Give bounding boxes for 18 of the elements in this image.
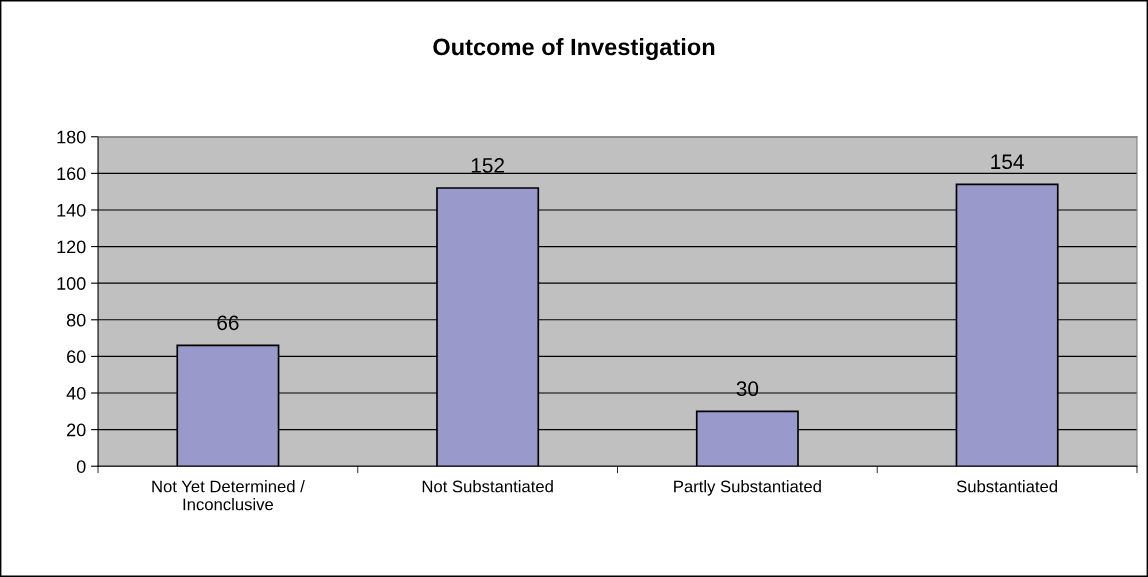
y-tick-label: 100 [57, 277, 86, 290]
data-label: 152 [471, 158, 504, 173]
y-tick-label: 180 [57, 130, 86, 144]
x-tick-label: Substantiated [956, 480, 1058, 493]
x-tick-label: Partly Substantiated [674, 480, 821, 496]
x-tick-label: Not Substantiated [422, 480, 553, 493]
y-tick-label: 0 [76, 460, 86, 473]
y-tick-label: 80 [66, 313, 86, 327]
y-tick-label: 160 [57, 167, 86, 181]
data-label: 154 [991, 154, 1024, 170]
y-tick-label: 120 [57, 240, 86, 254]
y-tick-label: 40 [66, 386, 86, 400]
y-tick-label: 140 [57, 203, 86, 217]
data-label: 30 [736, 381, 759, 397]
chart-title: Outcome of Investigation [433, 37, 715, 61]
x-tick-label: Not Yet Determined / Inconclusive [152, 480, 305, 511]
y-tick-label: 60 [67, 350, 86, 364]
y-tick-label: 20 [67, 423, 86, 437]
